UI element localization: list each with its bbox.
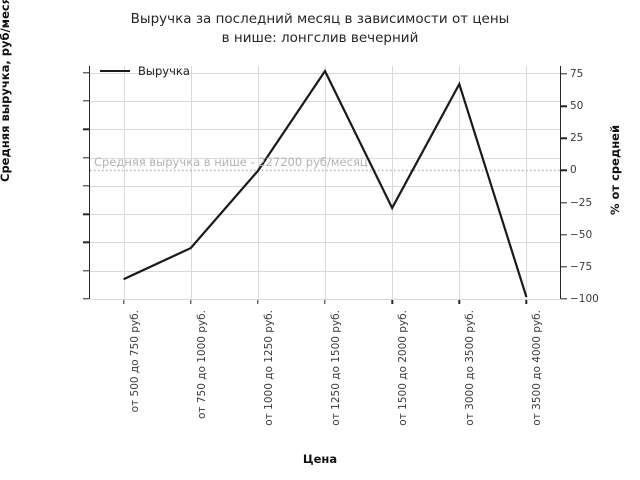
x-tick-label: от 1500 до 2000 руб.	[397, 310, 410, 426]
gridline-vertical	[325, 66, 326, 299]
gridline-horizontal	[90, 129, 560, 131]
gridline-vertical	[123, 66, 125, 299]
revenue-line	[123, 68, 528, 298]
gridline-horizontal	[90, 299, 560, 300]
x-tick-label: от 1250 до 1500 руб.	[330, 310, 342, 426]
y-tick-mark	[83, 128, 89, 131]
secondary-y-tick-label: 50	[570, 100, 584, 113]
x-tick-mark	[391, 299, 393, 304]
y-tick-mark	[83, 270, 89, 272]
secondary-y-tick-label: 25	[570, 132, 584, 145]
secondary-y-tick-label: −50	[570, 228, 593, 241]
x-tick-mark	[458, 299, 460, 304]
y-tick-mark	[83, 298, 89, 300]
x-tick-label: от 1000 до 1250 руб.	[262, 310, 275, 426]
secondary-y-tick-label: 75	[570, 68, 584, 81]
gridline-vertical	[190, 66, 192, 299]
x-tick-mark	[257, 299, 259, 304]
gridline-horizontal	[90, 157, 560, 159]
gridline-vertical	[392, 66, 394, 299]
gridline-horizontal	[90, 101, 560, 103]
secondary-y-tick-label: −100	[570, 293, 599, 305]
secondary-y-axis-title: % от средней	[608, 124, 622, 215]
gridline-vertical	[526, 66, 528, 299]
secondary-y-tick-mark	[561, 169, 567, 172]
y-tick-mark	[83, 156, 89, 159]
x-axis-title: Цена	[302, 452, 338, 466]
legend-line-marker	[100, 69, 130, 73]
y-tick-mark	[83, 241, 89, 244]
secondary-y-tick-label: −25	[570, 196, 593, 209]
chart-title: Выручка за последний месяц в зависимости…	[130, 11, 510, 46]
x-tick-label: от 750 до 1000 руб.	[195, 310, 208, 420]
right-spine	[559, 66, 561, 299]
left-spine	[89, 66, 91, 299]
x-tick-mark	[190, 299, 192, 304]
gridline-horizontal	[90, 242, 560, 244]
secondary-y-tick-label: −75	[570, 260, 593, 273]
series-layer	[90, 68, 560, 298]
y-axis-title: Средняя выручка, руб/месяц	[0, 0, 12, 182]
y-tick-mark	[83, 185, 89, 187]
gridline-horizontal	[90, 270, 560, 272]
gridline-horizontal	[90, 185, 560, 187]
secondary-y-tick-mark	[561, 234, 567, 236]
y-tick-mark	[83, 100, 89, 102]
gridline-vertical	[459, 66, 461, 299]
x-tick-mark	[122, 299, 125, 304]
secondary-y-tick-mark	[561, 266, 567, 268]
chart-legend: Выручка	[100, 64, 190, 78]
legend-label-revenue: Выручка	[138, 64, 190, 78]
y-tick-mark	[83, 213, 89, 215]
secondary-y-tick-mark	[561, 201, 567, 204]
plot-area	[89, 66, 561, 300]
gridline-vertical	[257, 66, 259, 299]
x-tick-label: от 3500 до 4000 руб.	[531, 310, 544, 426]
secondary-y-tick-mark	[561, 298, 567, 300]
secondary-y-tick-mark	[561, 73, 567, 75]
gridline-horizontal	[90, 214, 560, 216]
x-tick-label: от 3000 до 3500 руб.	[464, 310, 477, 426]
mean-annotation-label: Средняя выручка в нише - 227200 руб/меся…	[94, 154, 368, 169]
x-tick-label: от 500 до 750 руб.	[128, 310, 141, 413]
x-tick-mark	[525, 299, 528, 304]
secondary-y-tick-mark	[561, 137, 567, 140]
secondary-y-tick-label: 0	[570, 164, 577, 177]
secondary-y-tick-mark	[561, 105, 567, 107]
x-tick-mark	[324, 299, 326, 304]
y-tick-mark	[83, 72, 89, 74]
